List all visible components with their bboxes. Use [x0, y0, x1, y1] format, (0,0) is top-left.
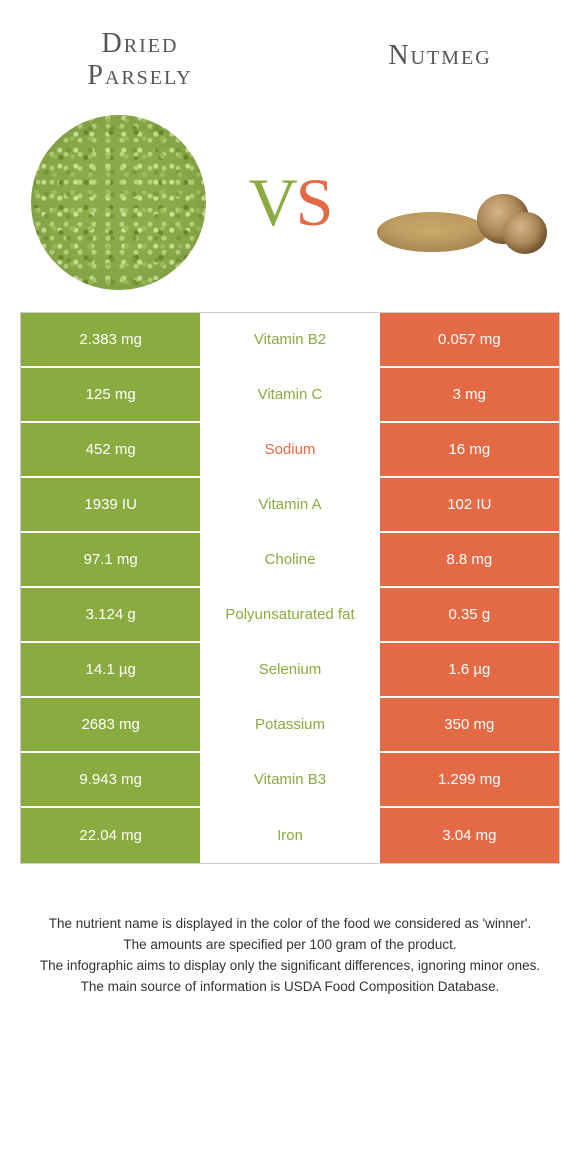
- table-row: 22.04 mgIron3.04 mg: [21, 808, 559, 863]
- table-row: 97.1 mgCholine8.8 mg: [21, 533, 559, 588]
- nutrient-table: 2.383 mgVitamin B20.057 mg125 mgVitamin …: [20, 312, 560, 864]
- vs-label: VS: [249, 163, 332, 242]
- table-row: 9.943 mgVitamin B31.299 mg: [21, 753, 559, 808]
- title-left-line1: Dried: [40, 28, 240, 60]
- vs-s: S: [296, 164, 332, 240]
- cell-right-value: 0.057 mg: [380, 313, 559, 368]
- table-row: 125 mgVitamin C3 mg: [21, 368, 559, 423]
- cell-nutrient-name: Vitamin A: [200, 478, 379, 533]
- cell-right-value: 3 mg: [380, 368, 559, 423]
- cell-right-value: 0.35 g: [380, 588, 559, 643]
- cell-right-value: 8.8 mg: [380, 533, 559, 588]
- cell-right-value: 3.04 mg: [380, 808, 559, 863]
- parsley-icon: [31, 115, 206, 290]
- table-row: 3.124 gPolyunsaturated fat0.35 g: [21, 588, 559, 643]
- cell-nutrient-name: Potassium: [200, 698, 379, 753]
- cell-right-value: 350 mg: [380, 698, 559, 753]
- cell-nutrient-name: Polyunsaturated fat: [200, 588, 379, 643]
- cell-right-value: 102 IU: [380, 478, 559, 533]
- title-left: Dried Parsely: [40, 28, 240, 92]
- cell-nutrient-name: Vitamin B2: [200, 313, 379, 368]
- cell-nutrient-name: Iron: [200, 808, 379, 863]
- image-row: VS: [0, 102, 580, 312]
- cell-nutrient-name: Sodium: [200, 423, 379, 478]
- cell-nutrient-name: Vitamin C: [200, 368, 379, 423]
- footer-line: The nutrient name is displayed in the co…: [20, 914, 560, 935]
- cell-left-value: 22.04 mg: [21, 808, 200, 863]
- cell-right-value: 1.6 µg: [380, 643, 559, 698]
- title-left-line2: Parsely: [40, 60, 240, 92]
- cell-nutrient-name: Vitamin B3: [200, 753, 379, 808]
- footer-line: The amounts are specified per 100 gram o…: [20, 935, 560, 956]
- cell-right-value: 16 mg: [380, 423, 559, 478]
- cell-left-value: 97.1 mg: [21, 533, 200, 588]
- cell-left-value: 2683 mg: [21, 698, 200, 753]
- table-row: 14.1 µgSelenium1.6 µg: [21, 643, 559, 698]
- cell-left-value: 2.383 mg: [21, 313, 200, 368]
- cell-left-value: 125 mg: [21, 368, 200, 423]
- cell-right-value: 1.299 mg: [380, 753, 559, 808]
- cell-left-value: 3.124 g: [21, 588, 200, 643]
- nutmeg-icon: [377, 142, 547, 262]
- footer-notes: The nutrient name is displayed in the co…: [20, 914, 560, 998]
- footer-line: The infographic aims to display only the…: [20, 956, 560, 977]
- parsley-image: [28, 112, 208, 292]
- cell-nutrient-name: Selenium: [200, 643, 379, 698]
- cell-left-value: 9.943 mg: [21, 753, 200, 808]
- table-row: 452 mgSodium16 mg: [21, 423, 559, 478]
- table-row: 1939 IUVitamin A102 IU: [21, 478, 559, 533]
- cell-nutrient-name: Choline: [200, 533, 379, 588]
- cell-left-value: 14.1 µg: [21, 643, 200, 698]
- footer-line: The main source of information is USDA F…: [20, 977, 560, 998]
- nutmeg-image: [372, 112, 552, 292]
- table-row: 2683 mgPotassium350 mg: [21, 698, 559, 753]
- title-right-text: Nutmeg: [340, 40, 540, 72]
- table-row: 2.383 mgVitamin B20.057 mg: [21, 313, 559, 368]
- cell-left-value: 452 mg: [21, 423, 200, 478]
- title-right: Nutmeg: [340, 28, 540, 92]
- header: Dried Parsely Nutmeg: [0, 0, 580, 102]
- vs-v: V: [249, 164, 296, 240]
- cell-left-value: 1939 IU: [21, 478, 200, 533]
